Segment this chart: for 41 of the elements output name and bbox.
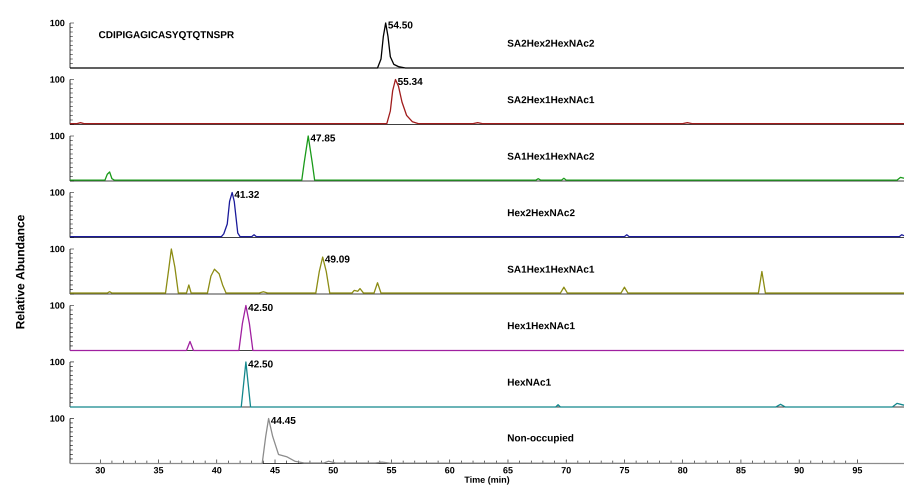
x-tick-label: 40: [212, 467, 222, 474]
text: HexNAc1: [508, 378, 551, 386]
text: 100: [50, 189, 64, 196]
text: Hex1HexNAc1: [508, 322, 575, 330]
x-tick-label: 70: [562, 467, 571, 474]
text: Hex2HexNAc2: [508, 209, 575, 216]
text: 100: [50, 20, 64, 26]
annotation: 42.50: [248, 304, 273, 312]
x-tick-label: 85: [736, 467, 746, 474]
text: 100: [50, 415, 64, 422]
x-tick-label: 50: [328, 467, 338, 474]
text: 100: [50, 132, 64, 140]
annotation: 42.50: [248, 360, 273, 368]
text: SA2Hex1HexNAc1: [508, 96, 594, 104]
text: 100: [50, 246, 64, 252]
text: SA1Hex1HexNAc2: [508, 152, 594, 160]
text: SA1Hex1HexNAc1: [508, 266, 594, 273]
y-axis-title: Relative Abundance: [16, 215, 24, 329]
x-tick-label: 95: [852, 467, 862, 474]
annotation: 54.50: [388, 21, 412, 29]
x-tick-label: 65: [503, 467, 513, 474]
text: SA2Hex2HexNAc2: [508, 40, 594, 47]
x-tick-label: 55: [386, 467, 396, 474]
text: 100: [50, 302, 64, 309]
x-tick-label: 75: [620, 467, 630, 474]
annotation: 44.45: [270, 416, 296, 424]
annotation: 55.34: [398, 78, 423, 86]
text: 100: [50, 76, 64, 83]
annotation: 47.85: [310, 134, 336, 142]
annotation: 49.09: [325, 256, 350, 263]
x-axis-title: Time (min): [464, 476, 510, 485]
annotation: CDIPIGAGICASYQTQTNSPR: [98, 31, 234, 40]
text: Non-occupied: [508, 434, 574, 444]
x-tick-label: 60: [445, 467, 454, 474]
x-tick-label: 45: [270, 467, 280, 474]
x-tick-label: 30: [95, 467, 105, 474]
annotation: 41.32: [234, 190, 259, 198]
text: 100: [50, 358, 64, 366]
x-tick-label: 90: [794, 467, 804, 474]
x-tick-label: 80: [678, 467, 688, 474]
x-tick-label: 35: [154, 467, 164, 474]
